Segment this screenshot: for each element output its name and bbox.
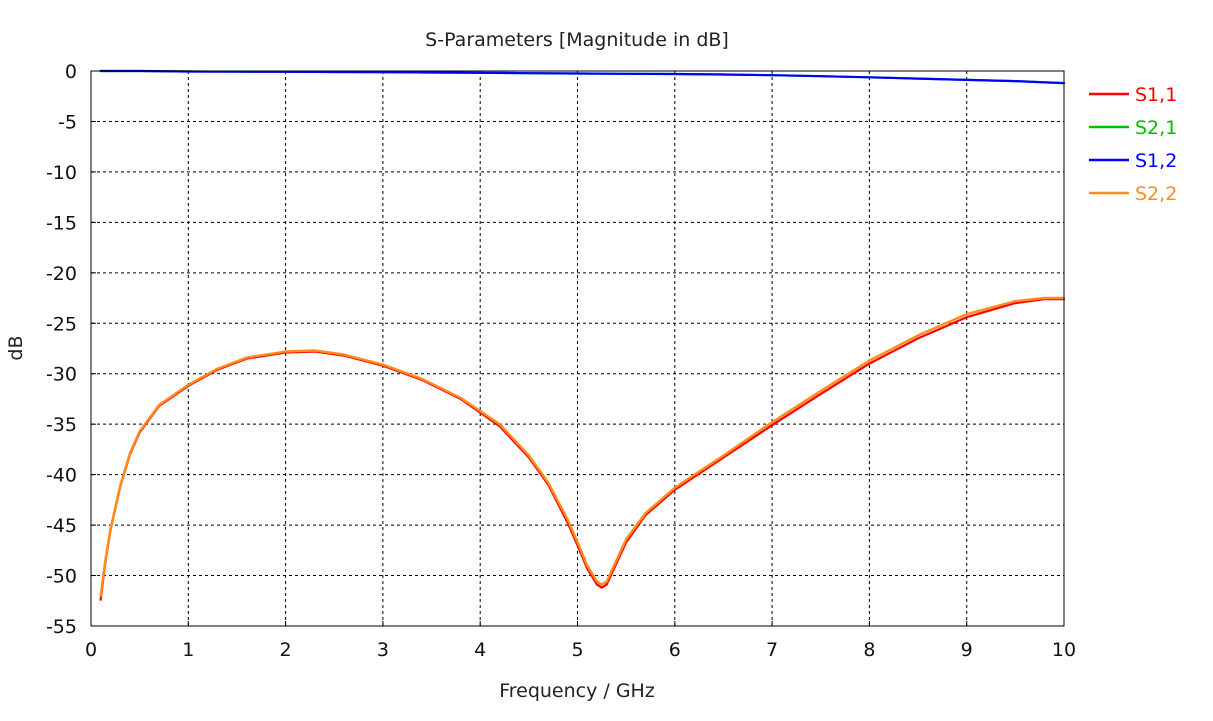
x-tick-label: 6 — [669, 639, 681, 661]
x-axis-label: Frequency / GHz — [499, 680, 655, 702]
chart-title: S-Parameters [Magnitude in dB] — [425, 29, 729, 51]
y-tick-label: -5 — [58, 111, 77, 133]
y-tick-label: -55 — [46, 616, 77, 638]
x-tick-label: 8 — [863, 639, 875, 661]
x-tick-label: 2 — [280, 639, 292, 661]
legend-label-ss12: S1,2 — [1135, 150, 1177, 172]
x-tick-label: 4 — [474, 639, 486, 661]
y-tick-label: 0 — [65, 61, 77, 83]
x-tick-label: 0 — [85, 639, 97, 661]
legend-label-ss22: S2,2 — [1135, 183, 1177, 205]
x-tick-label: 5 — [571, 639, 583, 661]
y-tick-label: -10 — [46, 162, 77, 184]
series-line-ss12 — [99, 69, 1066, 85]
grid — [91, 71, 1064, 626]
series-line-ss22 — [99, 296, 1066, 597]
y-tick-label: -35 — [46, 414, 77, 436]
y-tick-label: -50 — [46, 566, 77, 588]
axis-ticks: 0 1 2 3 4 5 6 7 8 9 10 0 -5 -10 -15 -20 -25 -30 -35 -40 -45 -… — [46, 61, 1076, 661]
legend: S1,1 S2,1 S1,2 S2,2 — [1089, 84, 1177, 205]
y-axis-label: dB — [5, 335, 27, 360]
x-tick-label: 10 — [1052, 639, 1076, 661]
y-tick-label: -30 — [46, 364, 77, 386]
y-tick-label: -40 — [46, 465, 77, 487]
x-tick-label: 3 — [377, 639, 389, 661]
y-tick-label: -25 — [46, 313, 77, 335]
legend-label-ss11: S1,1 — [1135, 84, 1177, 106]
y-tick-label: -15 — [46, 212, 77, 234]
plot-area — [99, 69, 1066, 601]
x-tick-label: 7 — [766, 639, 778, 661]
legend-label-ss21: S2,1 — [1135, 117, 1177, 139]
x-tick-label: 9 — [961, 639, 973, 661]
y-tick-label: -20 — [46, 263, 77, 285]
y-tick-label: -45 — [46, 515, 77, 537]
x-tick-label: 1 — [182, 639, 194, 661]
